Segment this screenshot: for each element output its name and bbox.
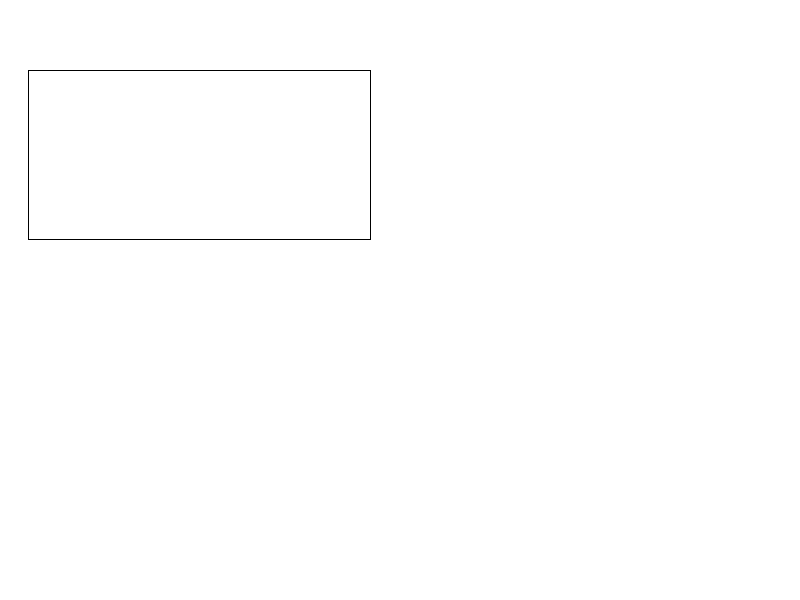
legend (28, 70, 371, 240)
